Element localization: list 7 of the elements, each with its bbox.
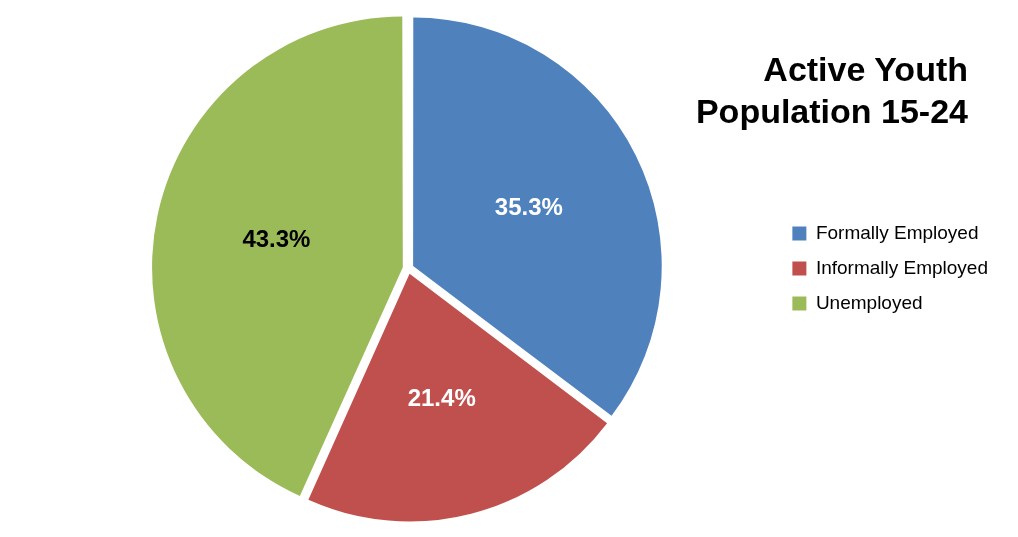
legend-label: Unemployed xyxy=(815,291,923,313)
data-label: 43.3% xyxy=(242,224,311,252)
data-label: 35.3% xyxy=(494,193,563,221)
legend-label: Informally Employed xyxy=(815,256,988,278)
data-label: 21.4% xyxy=(407,383,476,411)
legend-label: Formally Employed xyxy=(815,221,979,243)
text: Active Youth Population 15-24 xyxy=(694,49,968,132)
